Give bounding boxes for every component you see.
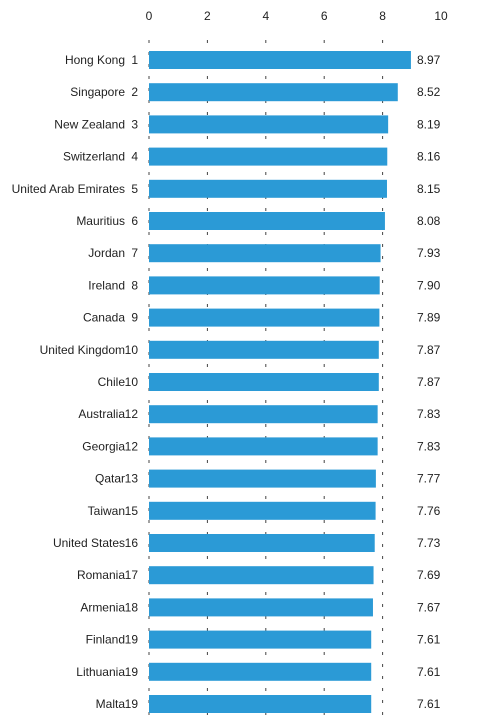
rank-label: 8 [131,278,138,292]
rank-label: 19 [125,665,139,679]
category-label: New Zealand [54,117,125,131]
bar [149,469,376,488]
category-label: Singapore [70,85,125,99]
category-label: Lithuania [76,665,125,679]
category-label: Ireland [88,278,125,292]
bar [149,630,372,649]
category-label: Georgia [82,439,125,453]
category-label: United Kingdom [40,343,125,357]
rank-label: 4 [131,150,138,164]
value-label: 7.76 [417,504,441,518]
rank-label: 7 [131,246,138,260]
category-label: Chile [98,375,126,389]
rank-label: 12 [125,407,139,421]
bar [149,534,375,552]
value-label: 8.08 [417,214,441,228]
bar [149,598,373,617]
rank-label: 10 [125,343,139,357]
rank-label: 16 [125,536,139,550]
category-labels: Hong Kong 1 Singapore 2 New Zealand 3 Switzerl… [12,53,139,711]
value-label: 8.97 [417,53,441,67]
bar [149,83,398,102]
value-label: 7.61 [417,633,441,647]
category-label: Mauritius [76,214,125,228]
category-label: Australia [78,407,125,421]
bar [149,405,378,424]
rank-label: 12 [125,439,139,453]
value-label: 8.15 [417,182,441,196]
value-label: 7.83 [417,439,441,453]
value-label: 7.73 [417,536,441,550]
value-label: 8.16 [417,150,441,164]
rank-label: 10 [125,375,139,389]
rank-label: 13 [125,472,139,486]
bar [149,276,380,295]
value-label: 7.67 [417,600,441,614]
x-tick-label: 4 [262,9,269,23]
value-label: 7.61 [417,697,441,711]
value-label: 8.52 [417,85,441,99]
rank-label: 6 [131,214,138,228]
bar [149,566,374,585]
rank-label: 2 [131,85,138,99]
bar [149,501,376,520]
bar [149,695,372,713]
x-tick-label: 2 [204,9,211,23]
rank-label: 19 [125,633,139,647]
value-label: 7.87 [417,343,441,357]
bar [149,244,381,263]
category-label: Canada [83,311,125,325]
category-label: Qatar [95,472,125,486]
category-label: United Arab Emirates [12,182,125,196]
bar [149,179,387,198]
bar [149,662,372,681]
rank-label: 9 [131,311,138,325]
x-axis-ticks: 0 2 4 6 8 10 [146,9,448,23]
bar [149,437,378,456]
x-tick-label: 0 [146,9,153,23]
rank-label: 1 [131,53,138,67]
rank-label: 15 [125,504,139,518]
bar [149,340,379,359]
category-label: Hong Kong [65,53,125,67]
x-tick-label: 10 [434,9,448,23]
rank-label: 18 [125,600,139,614]
bar [149,308,380,327]
bar [149,212,385,230]
value-label: 7.90 [417,278,441,292]
x-tick-label: 8 [379,9,386,23]
category-label: Taiwan [88,504,125,518]
value-label: 7.69 [417,568,441,582]
category-label: Armenia [80,600,125,614]
x-tick-label: 6 [321,9,328,23]
value-label: 7.93 [417,246,441,260]
value-labels: 8.97 8.52 8.19 8.16 8.15 8.08 7.93 7.90 7.89 7.87… [417,53,441,711]
rank-label: 17 [125,568,139,582]
category-label: United States [53,536,125,550]
value-label: 7.83 [417,407,441,421]
category-label: Malta [96,697,126,711]
rank-label: 19 [125,697,139,711]
value-label: 7.77 [417,472,441,486]
rank-label: 3 [131,117,138,131]
category-label: Romania [77,568,125,582]
category-label: Jordan [88,246,125,260]
bar [149,373,379,391]
value-label: 8.19 [417,117,441,131]
bar [149,115,389,134]
bar [149,147,388,166]
bar [149,51,411,69]
category-label: Switzerland [63,150,125,164]
value-label: 7.61 [417,665,441,679]
bars [149,51,411,713]
value-label: 7.89 [417,311,441,325]
rank-label: 5 [131,182,138,196]
category-label: Finland [86,633,125,647]
value-label: 7.87 [417,375,441,389]
